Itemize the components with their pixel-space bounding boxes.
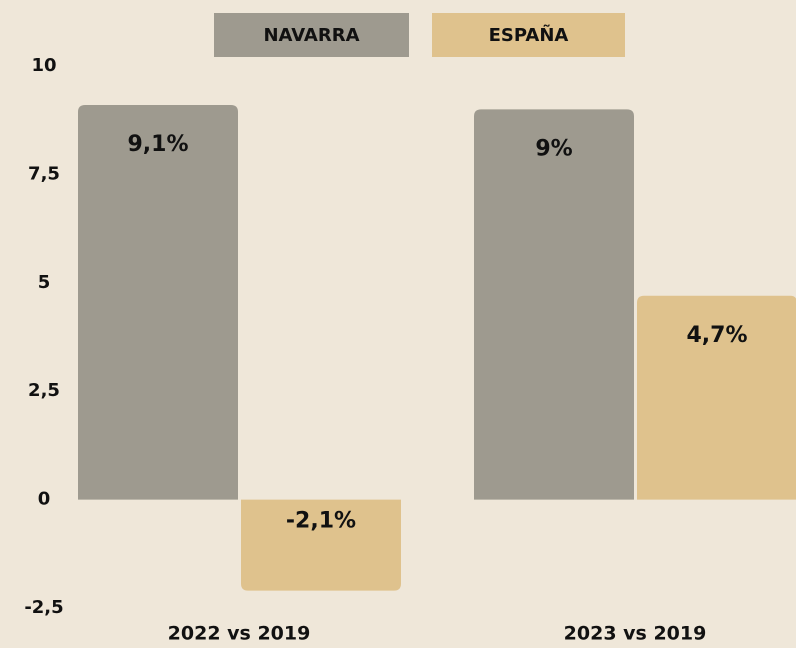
legend-swatch xyxy=(432,13,625,57)
y-tick-label: 5 xyxy=(38,272,51,293)
value-label: 9% xyxy=(535,136,572,161)
value-label: 9,1% xyxy=(127,132,188,157)
legend-label: NAVARRA xyxy=(263,25,359,46)
legend-swatch xyxy=(214,13,409,57)
bar xyxy=(637,295,796,500)
y-tick-label: 7,5 xyxy=(28,163,60,184)
x-tick-label: 2022 vs 2019 xyxy=(168,623,311,645)
y-tick-label: 0 xyxy=(38,489,51,510)
value-label: -2,1% xyxy=(286,509,356,534)
y-tick-label: 10 xyxy=(31,55,56,76)
value-label: 4,7% xyxy=(686,323,747,348)
x-tick-label: 2023 vs 2019 xyxy=(564,623,707,645)
bar xyxy=(241,499,401,591)
bar xyxy=(474,109,634,500)
y-tick-label: -2,5 xyxy=(24,597,63,618)
legend-label: ESPAÑA xyxy=(489,23,569,46)
bar xyxy=(78,105,238,500)
y-tick-label: 2,5 xyxy=(28,380,60,401)
